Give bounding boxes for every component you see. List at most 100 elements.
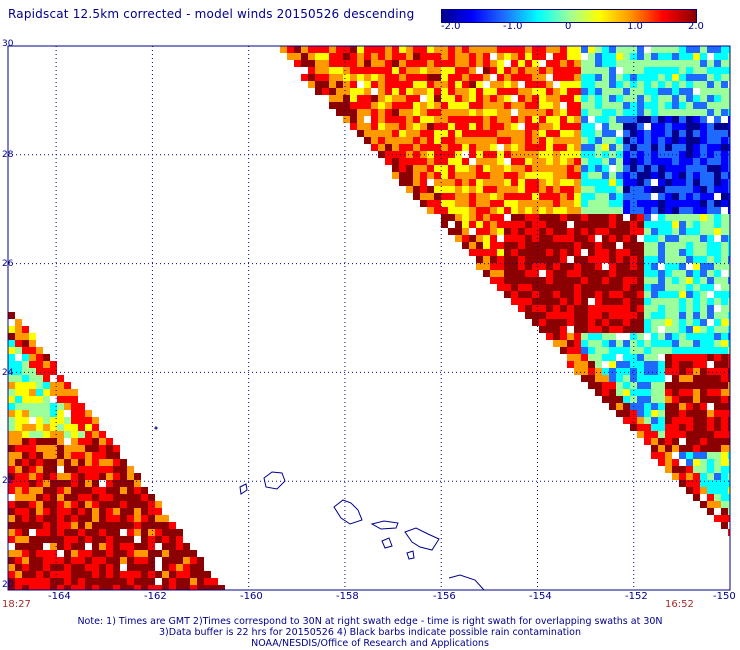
wind-cell (602, 165, 609, 172)
wind-cell (469, 249, 476, 256)
wind-cell (574, 333, 581, 340)
wind-cell (427, 95, 434, 102)
wind-cell (113, 578, 120, 585)
wind-cell (148, 585, 155, 590)
wind-cell (616, 305, 623, 312)
wind-cell (728, 235, 730, 242)
wind-cell (679, 361, 686, 368)
wind-cell (36, 487, 43, 494)
wind-cell (385, 123, 392, 130)
wind-cell (588, 53, 595, 60)
wind-cell (714, 459, 721, 466)
wind-cell (686, 228, 693, 235)
wind-cell (539, 165, 546, 172)
wind-cell (644, 116, 651, 123)
wind-cell (420, 151, 427, 158)
wind-cell (693, 165, 700, 172)
wind-cell (651, 375, 658, 382)
wind-cell (637, 207, 644, 214)
wind-cell (329, 60, 336, 67)
wind-cell (532, 235, 539, 242)
wind-cell (532, 179, 539, 186)
wind-cell (385, 102, 392, 109)
wind-cell (29, 564, 36, 571)
wind-cell (553, 53, 560, 60)
wind-cell (43, 480, 50, 487)
wind-cell (169, 585, 176, 590)
wind-cell (721, 95, 728, 102)
wind-cell (644, 130, 651, 137)
wind-cell (714, 347, 721, 354)
wind-cell (50, 382, 57, 389)
wind-cell (64, 578, 71, 585)
wind-cell (679, 207, 686, 214)
wind-cell (22, 529, 29, 536)
wind-cell (686, 207, 693, 214)
wind-cell (113, 515, 120, 522)
wind-cell (560, 46, 567, 53)
wind-cell (462, 242, 469, 249)
wind-cell (714, 515, 721, 522)
lat-label: 20 (2, 580, 14, 590)
wind-cell (595, 172, 602, 179)
wind-cell (434, 172, 441, 179)
wind-cell (644, 67, 651, 74)
wind-cell (50, 522, 57, 529)
wind-cell (92, 459, 99, 466)
wind-cell (504, 123, 511, 130)
wind-cell (679, 445, 686, 452)
wind-cell (609, 186, 616, 193)
wind-cell (511, 144, 518, 151)
wind-cell (8, 375, 15, 382)
wind-cell (728, 298, 730, 305)
wind-cell (616, 389, 623, 396)
wind-cell (728, 494, 730, 501)
wind-cell (679, 165, 686, 172)
wind-cell (504, 256, 511, 263)
wind-cell (686, 480, 693, 487)
wind-cell (686, 158, 693, 165)
wind-cell (169, 529, 176, 536)
wind-cell (609, 193, 616, 200)
wind-cell (469, 74, 476, 81)
wind-cell (336, 74, 343, 81)
wind-cell (588, 109, 595, 116)
wind-cell (602, 151, 609, 158)
wind-cell (560, 95, 567, 102)
wind-cell (595, 144, 602, 151)
wind-cell (658, 459, 665, 466)
wind-cell (651, 53, 658, 60)
wind-cell (434, 200, 441, 207)
wind-cell (434, 109, 441, 116)
wind-cell (651, 284, 658, 291)
wind-cell (686, 186, 693, 193)
wind-cell (22, 466, 29, 473)
wind-cell (672, 375, 679, 382)
wind-cell (8, 438, 15, 445)
wind-cell (490, 95, 497, 102)
wind-cell (85, 431, 92, 438)
wind-cell (658, 165, 665, 172)
wind-cell (518, 102, 525, 109)
wind-cell (637, 305, 644, 312)
wind-cell (714, 417, 721, 424)
wind-cell (497, 109, 504, 116)
wind-cell (497, 165, 504, 172)
wind-cell (581, 340, 588, 347)
wind-cell (378, 81, 385, 88)
wind-cell (483, 172, 490, 179)
wind-cell (672, 249, 679, 256)
wind-cell (350, 74, 357, 81)
wind-cell (637, 333, 644, 340)
wind-cell (672, 263, 679, 270)
wind-cell (693, 298, 700, 305)
wind-cell (413, 193, 420, 200)
wind-cell (364, 53, 371, 60)
wind-cell (581, 95, 588, 102)
wind-cell (127, 473, 134, 480)
wind-cell (162, 515, 169, 522)
wind-cell (539, 207, 546, 214)
wind-cell (106, 445, 113, 452)
wind-cell (343, 53, 350, 60)
wind-cell (574, 305, 581, 312)
